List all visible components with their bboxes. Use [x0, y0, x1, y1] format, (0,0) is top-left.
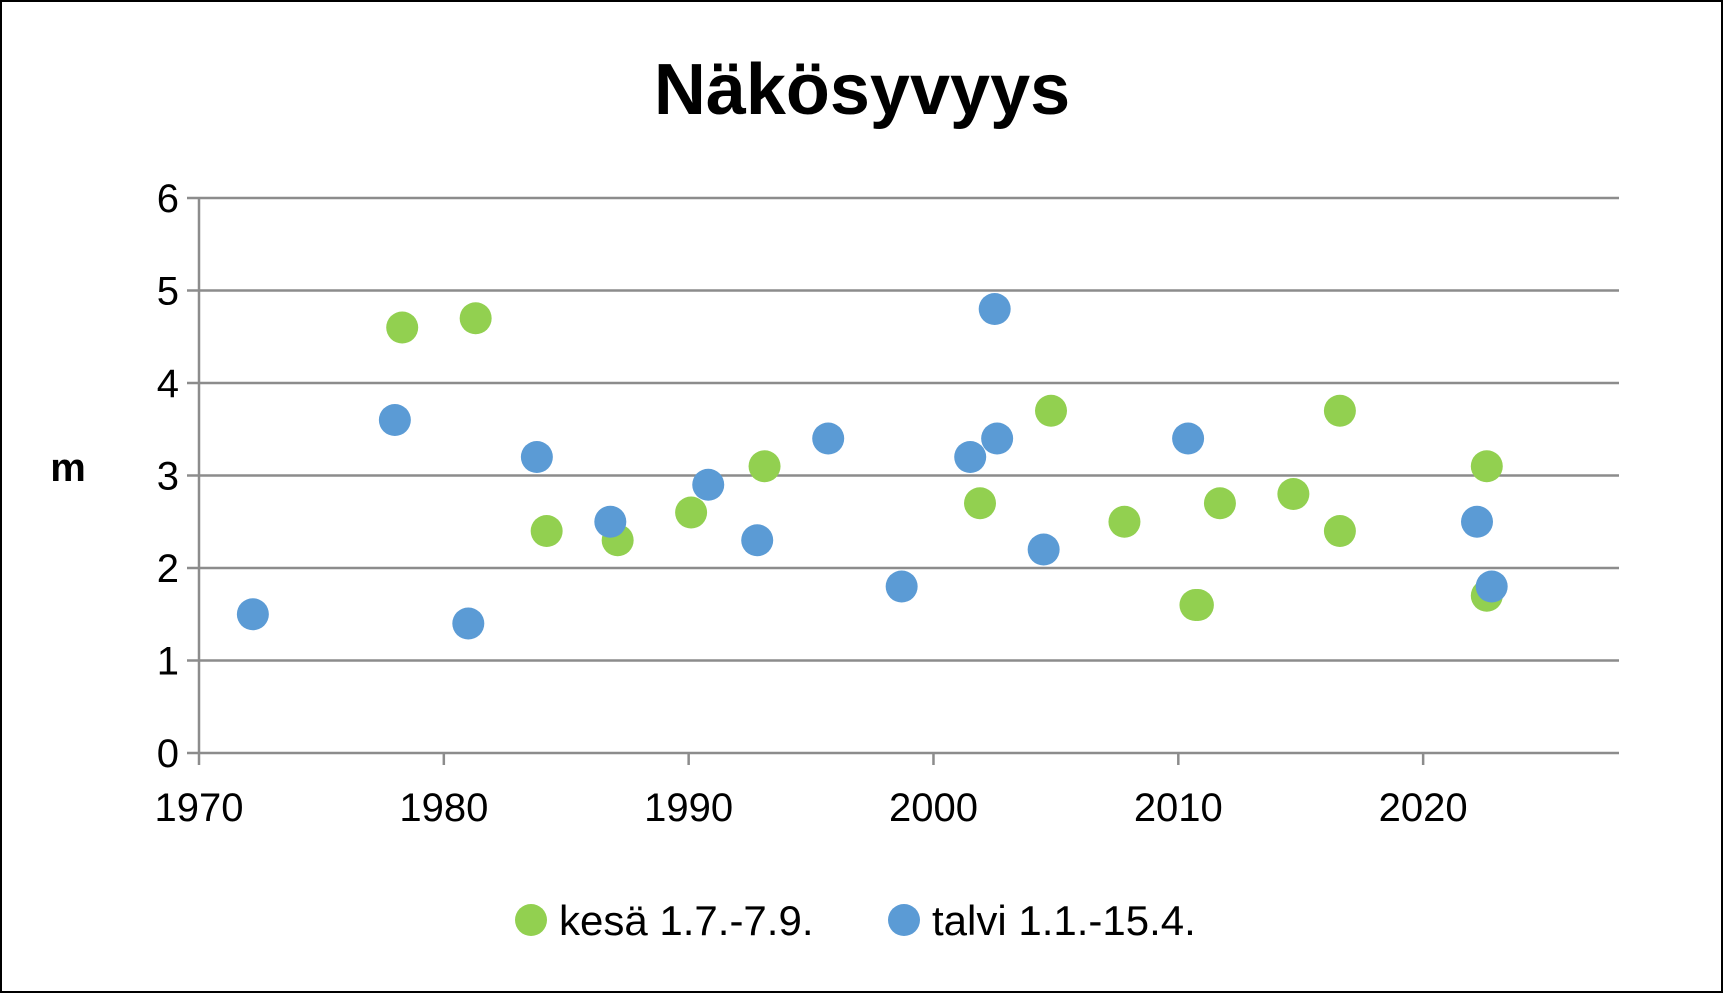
y-tick-label: 1 [157, 640, 179, 684]
legend-marker-kesa [515, 904, 547, 936]
point-series0-15 [1470, 450, 1503, 483]
point-series1-0 [236, 598, 269, 631]
point-series1-1 [378, 404, 411, 436]
point-series1-11 [981, 422, 1014, 455]
point-series0-7 [1035, 394, 1067, 427]
point-series1-15 [1475, 570, 1508, 603]
x-tick-label: 1980 [399, 786, 488, 830]
chart-title: Näkösyvyys [654, 50, 1070, 130]
legend-marker-talvi [888, 904, 920, 936]
point-series0-11 [1203, 487, 1236, 520]
y-axis-label: m [50, 446, 86, 490]
legend-label-talvi: talvi 1.1.-15.4. [932, 897, 1196, 944]
point-series0-12 [1277, 478, 1310, 510]
point-series1-10 [978, 293, 1011, 325]
point-series0-2 [530, 515, 563, 547]
point-series1-12 [1027, 533, 1060, 566]
data-points [236, 293, 1508, 640]
y-tick-label: 3 [157, 455, 179, 499]
point-series0-14 [1323, 515, 1356, 547]
point-series0-8 [1108, 505, 1141, 538]
point-series1-8 [885, 570, 918, 603]
x-tick-labels: 1970 1980 1990 2000 2010 2020 [155, 786, 1468, 830]
y-tick-labels: 0 1 2 3 4 5 6 [157, 177, 179, 776]
point-series0-0 [386, 311, 419, 344]
x-tick-label: 1970 [155, 786, 244, 830]
point-series1-4 [594, 505, 627, 538]
y-tick-label: 6 [157, 177, 179, 221]
y-tick-label: 0 [157, 732, 179, 776]
y-tick-label: 5 [157, 270, 179, 314]
gridlines [199, 196, 1619, 662]
point-series1-13 [1172, 422, 1205, 455]
legend: kesä 1.7.-7.9. talvi 1.1.-15.4. [515, 897, 1196, 944]
y-tick-label: 2 [157, 547, 179, 591]
x-tick-label: 2000 [889, 786, 978, 830]
point-series0-4 [675, 496, 708, 529]
legend-label-kesa: kesä 1.7.-7.9. [559, 897, 813, 944]
point-series1-7 [812, 422, 845, 455]
point-series1-3 [520, 441, 553, 473]
x-tick-label: 2010 [1134, 786, 1223, 830]
point-series1-6 [741, 524, 774, 557]
x-tick-label: 1990 [644, 786, 733, 830]
point-series0-6 [964, 487, 996, 520]
point-series0-13 [1323, 394, 1356, 427]
x-tick-label: 2020 [1379, 786, 1468, 830]
point-series1-9 [954, 441, 987, 473]
point-series0-1 [459, 302, 492, 335]
point-series1-5 [692, 468, 725, 501]
point-series1-14 [1461, 505, 1493, 538]
point-series0-10 [1181, 589, 1214, 621]
point-series0-5 [748, 450, 781, 483]
point-series1-2 [452, 607, 485, 640]
y-tick-label: 4 [157, 362, 179, 406]
axes [187, 196, 1619, 765]
